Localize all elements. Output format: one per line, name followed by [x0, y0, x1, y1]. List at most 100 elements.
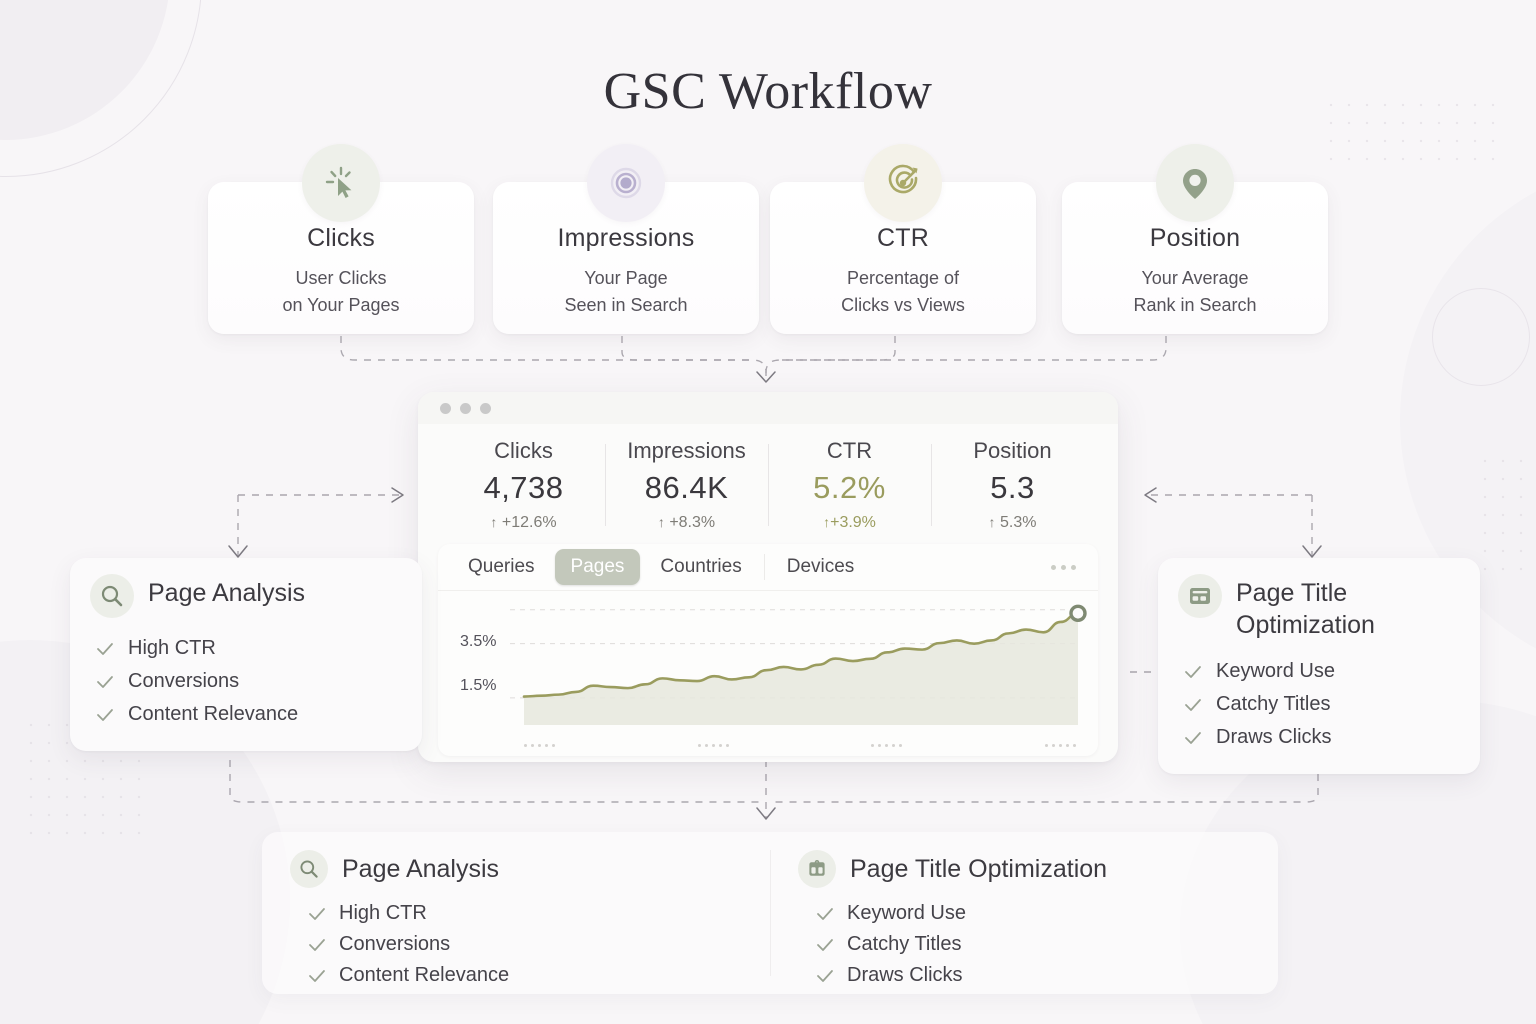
stat-label: Position [973, 438, 1052, 463]
check-icon [817, 938, 833, 951]
window-dot-maximize[interactable] [480, 402, 491, 414]
map-pin-icon [1156, 144, 1234, 222]
stat-label: Clicks [494, 438, 553, 463]
stat-label: CTR [826, 438, 873, 463]
stat-ctr: CTR 5.2% ↑+3.9% [768, 438, 931, 532]
stat-clicks: Clicks 4,738 ↑ +12.6% [442, 438, 605, 532]
metric-card-desc: Percentage of Clicks vs Views [770, 265, 1036, 319]
check-icon [97, 675, 113, 688]
stat-value: 5.2% [813, 470, 886, 505]
check-icon [309, 969, 325, 982]
metric-card-title: CTR [877, 224, 929, 252]
chart-xtick [524, 744, 555, 747]
check-icon [817, 907, 833, 920]
window-dot-close[interactable] [440, 402, 451, 414]
metric-card-desc: Your Average Rank in Search [1062, 265, 1328, 319]
browser-titlebar [418, 392, 1118, 424]
stat-delta: ↑ 5.3% [931, 514, 1094, 532]
list-item: Draws Clicks [1178, 721, 1460, 754]
side-card-list: Keyword Use Catchy Titles Draws Clicks [1178, 655, 1460, 754]
tab-separator [763, 554, 765, 580]
tab-countries[interactable]: Countries [660, 556, 742, 577]
arrow-left-right-rail [1144, 487, 1157, 503]
list-item: Catchy Titles [798, 929, 1250, 960]
stat-delta-value: +8.3% [669, 514, 716, 531]
chart-xtick [871, 744, 903, 747]
list-item: Content Relevance [90, 698, 402, 731]
side-card-page-analysis[interactable]: Page Analysis High CTR Conversions Conte… [70, 558, 422, 751]
summary-header: Page Analysis [290, 850, 742, 888]
list-item-label: Conversions [128, 670, 240, 692]
stat-delta-value: +3.9% [830, 514, 876, 531]
summary-list: High CTR Conversions Content Relevance [290, 898, 742, 991]
arrow-up-icon: ↑ [823, 514, 831, 530]
metric-card-desc: User Clicks on Your Pages [208, 265, 474, 319]
list-item: Catchy Titles [1178, 688, 1460, 721]
metric-card-ctr[interactable]: CTR Percentage of Clicks vs Views [770, 144, 1036, 334]
chart-ytick-lower: 1.5% [460, 677, 497, 694]
summary-title: Page Title Optimization [850, 854, 1108, 883]
arrow-up-icon: ↑ [988, 514, 996, 530]
list-item: Conversions [90, 665, 402, 698]
metric-card-desc-line2: Seen in Search [564, 295, 688, 315]
check-icon [817, 969, 833, 982]
metric-card-title: Clicks [307, 224, 375, 252]
side-card-list: High CTR Conversions Content Relevance [90, 632, 402, 731]
check-icon [1185, 665, 1201, 678]
tab-pages[interactable]: Pages [554, 549, 641, 585]
metric-card-position[interactable]: Position Your Average Rank in Search [1062, 144, 1328, 334]
summary-list: Keyword Use Catchy Titles Draws Clicks [798, 898, 1250, 991]
list-item: Conversions [290, 929, 742, 960]
stat-impressions: Impressions 86.4K ↑ +8.3% [605, 438, 768, 532]
side-card-header: Page Title Optimization [1178, 574, 1460, 641]
list-item-label: High CTR [128, 637, 216, 659]
check-icon [309, 907, 325, 920]
check-icon [97, 708, 113, 721]
tab-queries[interactable]: Queries [468, 556, 535, 577]
metric-card-desc-line2: on Your Pages [282, 295, 400, 315]
browser-mockup: Clicks 4,738 ↑ +12.6% Impressions 86.4K … [418, 392, 1118, 762]
summary-column-page-analysis: Page Analysis High CTR Conversions Conte… [262, 832, 770, 994]
check-icon [1185, 698, 1201, 711]
overflow-menu-icon[interactable] [1051, 564, 1084, 570]
list-item-label: Catchy Titles [847, 933, 962, 955]
metric-card-title: Impressions [557, 224, 695, 252]
stat-value: 86.4K [644, 470, 729, 505]
metric-card-clicks[interactable]: Clicks User Clicks on Your Pages [208, 144, 474, 334]
deco-circle-right-outline [1432, 288, 1530, 386]
stat-value: 4,738 [483, 470, 564, 505]
stats-row: Clicks 4,738 ↑ +12.6% Impressions 86.4K … [418, 424, 1118, 538]
metric-card-impressions[interactable]: Impressions Your Page Seen in Search [493, 144, 759, 334]
summary-column-page-title-optimization: Page Title Optimization Keyword Use Catc… [770, 832, 1278, 994]
side-card-title: Page Title Optimization [1236, 579, 1375, 639]
list-item: Content Relevance [290, 960, 742, 991]
check-icon [1185, 731, 1201, 744]
summary-panel: Page Analysis High CTR Conversions Conte… [262, 832, 1278, 994]
stat-delta: ↑+3.9% [768, 514, 931, 532]
metric-card-desc-line2: Rank in Search [1133, 295, 1257, 315]
arrow-down-to-browser [756, 371, 776, 383]
eye-impression-icon [587, 144, 665, 222]
ctr-trend-chart: 3.5% 1.5% [438, 591, 1098, 753]
metric-card-desc-line1: Your Page [584, 268, 668, 288]
list-item: High CTR [90, 632, 402, 665]
arrow-down-to-left-card [228, 545, 248, 558]
chart-xtick [1044, 744, 1076, 747]
list-item: High CTR [290, 898, 742, 929]
side-card-page-title-optimization[interactable]: Page Title Optimization Keyword Use Catc… [1158, 558, 1480, 774]
check-icon [309, 938, 325, 951]
cursor-click-icon [302, 144, 380, 222]
list-item-label: Keyword Use [1216, 660, 1335, 682]
list-item-label: High CTR [339, 902, 427, 924]
list-item-label: Catchy Titles [1216, 693, 1331, 715]
tab-devices[interactable]: Devices [786, 556, 855, 577]
page-title: GSC Workflow [603, 63, 933, 120]
chart-end-marker [1069, 604, 1087, 623]
summary-header: Page Title Optimization [798, 850, 1250, 888]
chart-canvas [510, 604, 1087, 725]
list-item: Keyword Use [1178, 655, 1460, 688]
window-dot-minimize[interactable] [460, 402, 471, 414]
stat-delta-value: +12.6% [501, 514, 557, 531]
metric-card-desc-line1: User Clicks [295, 268, 387, 288]
magnifier-icon [90, 574, 134, 618]
